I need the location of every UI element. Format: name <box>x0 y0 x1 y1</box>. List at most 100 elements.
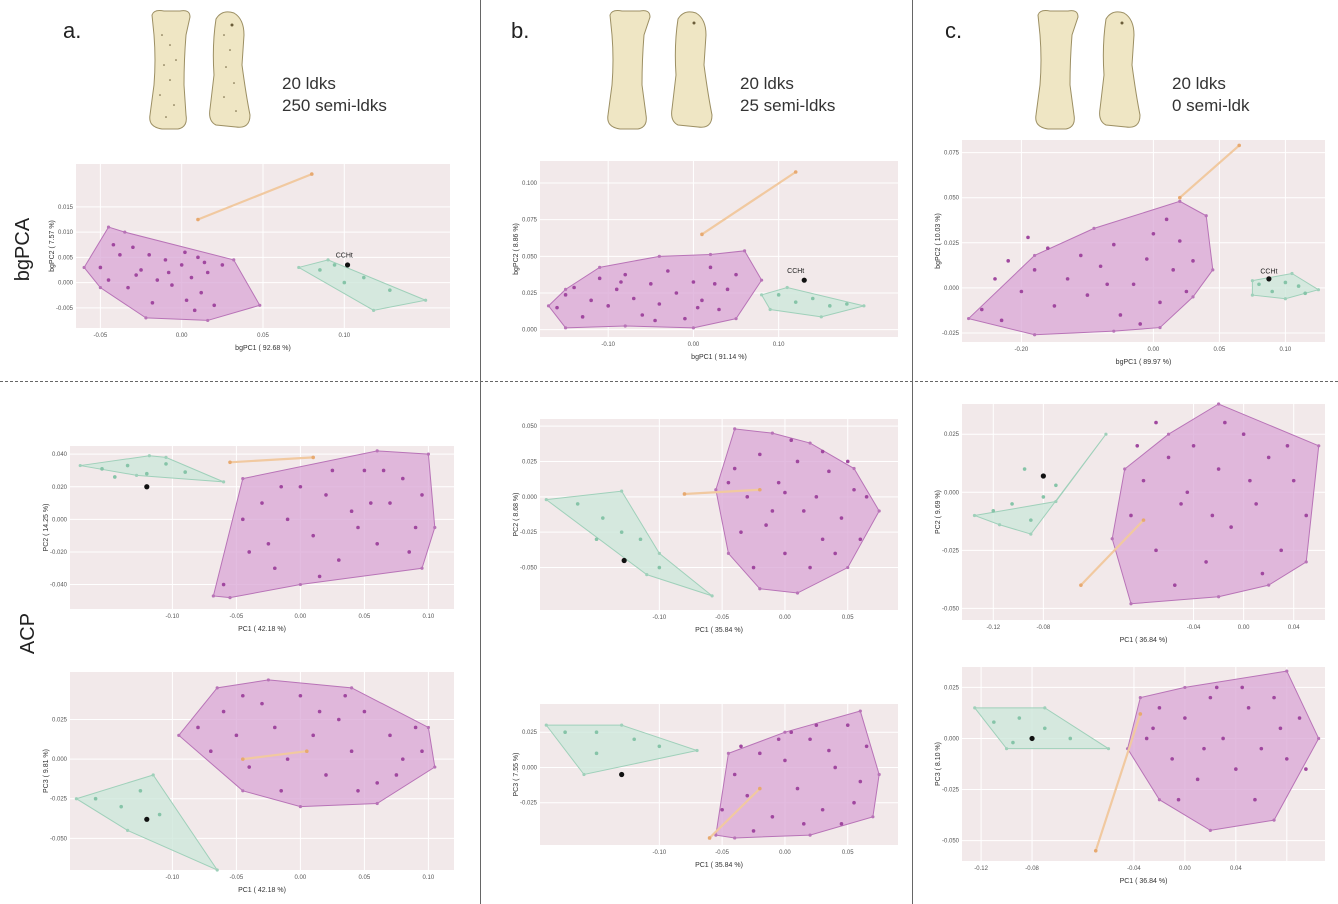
orange-endpoint <box>228 460 232 465</box>
pink-point <box>394 773 399 777</box>
x-axis-label: PC1 ( 42.18 %) <box>238 626 286 633</box>
orange-endpoint <box>241 757 245 761</box>
pink-point <box>814 495 819 499</box>
pink-point <box>580 315 585 319</box>
pink-point <box>783 758 787 763</box>
green-point <box>991 509 996 513</box>
green-hull-vertex <box>997 523 1002 527</box>
pink-point <box>776 737 781 742</box>
x-axis-label: PC1 ( 36.84 %) <box>1120 878 1168 885</box>
green-hull-vertex <box>768 307 772 312</box>
green-hull <box>973 707 1111 750</box>
pink-point <box>1240 685 1245 690</box>
pink-point <box>827 748 831 753</box>
pink-hull-vertex <box>106 225 111 229</box>
pink-hull-vertex <box>871 815 875 819</box>
pink-hull-vertex <box>433 765 437 769</box>
pink-point <box>1210 513 1215 518</box>
pink-point <box>801 509 806 513</box>
orange-segment <box>229 456 314 464</box>
orange-endpoint <box>311 455 316 460</box>
green-hull-vertex <box>326 258 330 262</box>
green-point <box>657 565 662 570</box>
orange-endpoint <box>758 786 762 791</box>
green-point <box>828 304 832 308</box>
pink-hull-vertex <box>1285 669 1289 673</box>
x-tick-label: -0.04 <box>1127 866 1141 872</box>
black-point <box>144 816 150 822</box>
green-hull-vertex <box>620 489 624 493</box>
column-divider-2 <box>912 0 913 904</box>
pink-point <box>732 466 737 471</box>
pink-point <box>597 276 602 281</box>
bone-illustration-c <box>1035 10 1141 130</box>
pink-point <box>745 793 750 798</box>
green-hull-vertex <box>973 706 977 710</box>
pink-point <box>170 283 174 287</box>
y-tick-label: 0.000 <box>944 490 960 496</box>
pink-point <box>801 822 806 826</box>
pink-point <box>1145 257 1149 261</box>
ldks-count-a: 20 ldks <box>282 74 336 93</box>
green-hull-vertex <box>222 480 226 484</box>
green-hull-vertex <box>297 265 301 270</box>
pink-point <box>241 693 245 698</box>
pink-point <box>827 469 831 474</box>
y-tick-label: 0.000 <box>58 281 74 287</box>
pink-point <box>776 480 781 485</box>
pink-point <box>1157 706 1162 710</box>
row-divider <box>0 381 1338 382</box>
green-hull-vertex <box>1250 293 1254 297</box>
pink-point <box>369 501 373 505</box>
green-point <box>594 730 599 734</box>
pink-point <box>758 751 762 756</box>
pink-point <box>1085 293 1090 297</box>
green-point <box>1283 280 1288 285</box>
pink-point <box>563 293 568 297</box>
y-tick-label: -0.025 <box>520 530 538 536</box>
plot-panel <box>70 446 454 609</box>
y-tick-label: 0.000 <box>944 736 960 742</box>
pink-hull-vertex <box>742 249 747 253</box>
green-point <box>632 737 637 742</box>
semi-ldks-count-c: 0 semi-ldk <box>1172 96 1250 115</box>
plot-panel <box>962 667 1325 861</box>
y-tick-label: -0.050 <box>520 566 538 572</box>
pink-point <box>388 733 392 738</box>
pink-point <box>1279 548 1283 553</box>
plot-panel <box>540 704 898 845</box>
y-tick-label: 0.025 <box>944 241 960 247</box>
pink-hull-vertex <box>734 317 738 321</box>
green-hull-vertex <box>1250 279 1254 283</box>
pink-hull <box>715 428 880 594</box>
pink-point <box>666 269 670 273</box>
ldks-label-c: 20 ldks 0 semi-ldk <box>1172 73 1249 117</box>
pink-point <box>279 789 284 793</box>
pink-point <box>783 551 787 556</box>
green-point <box>1041 495 1046 499</box>
pink-hull-vertex <box>1217 402 1221 406</box>
pink-point <box>375 781 380 785</box>
x-tick-label: 0.10 <box>423 875 435 881</box>
pink-point <box>1202 746 1206 751</box>
pink-hull-vertex <box>1317 736 1321 741</box>
orange-endpoint <box>1178 195 1182 200</box>
pink-point <box>814 723 819 727</box>
pink-point <box>1259 746 1264 751</box>
green-hull <box>297 259 428 311</box>
pink-hull-vertex <box>877 509 881 513</box>
pink-hull <box>1111 403 1320 605</box>
black-point <box>619 771 625 778</box>
green-hull-vertex <box>695 748 699 753</box>
pink-hull-vertex <box>258 303 262 307</box>
pink-point <box>106 278 111 282</box>
green-hull-vertex <box>1283 297 1287 301</box>
plot-a-acp2: -0.10 -0.05 0.00 0.05 0.10 -0.050 -0.025 0.000 0… <box>43 672 454 894</box>
pink-point <box>852 800 856 805</box>
y-tick-label: 0.000 <box>522 328 538 334</box>
y-tick-label: 0.000 <box>52 757 68 763</box>
bone-front-view-b <box>607 10 651 130</box>
green-hull-vertex <box>819 315 823 319</box>
pink-point <box>298 693 303 698</box>
black-point <box>144 484 150 490</box>
